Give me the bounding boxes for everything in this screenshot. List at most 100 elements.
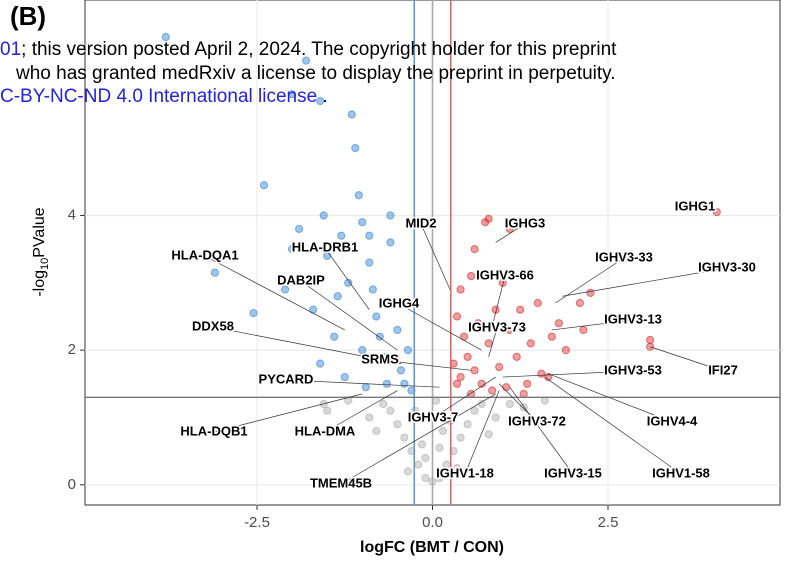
x-tick-label: 0.0 bbox=[422, 514, 443, 531]
point bbox=[533, 298, 542, 308]
point bbox=[463, 352, 472, 361]
point bbox=[323, 406, 332, 415]
gene-label: DAB2IP bbox=[277, 272, 325, 287]
point bbox=[316, 96, 325, 106]
point bbox=[351, 144, 360, 153]
leader-line bbox=[204, 255, 345, 331]
point bbox=[347, 110, 356, 119]
watermark-text: . bbox=[317, 86, 328, 107]
point bbox=[372, 312, 381, 321]
gene-label: MID2 bbox=[405, 215, 436, 230]
gene-label: IGHV3-66 bbox=[476, 267, 534, 282]
point bbox=[491, 413, 500, 422]
watermark-text: ; this version posted April 2, 2024. The… bbox=[21, 39, 617, 60]
point bbox=[421, 473, 430, 483]
point bbox=[505, 325, 514, 335]
point bbox=[358, 346, 367, 355]
leader-line bbox=[213, 393, 363, 433]
point bbox=[421, 453, 430, 462]
reference-lines bbox=[85, 0, 780, 505]
gene-label: IGHV3-7 bbox=[408, 409, 459, 424]
point bbox=[386, 238, 395, 247]
gene-label: TMEM45B bbox=[310, 475, 372, 490]
point bbox=[302, 56, 311, 65]
point bbox=[484, 430, 493, 439]
point bbox=[403, 467, 413, 476]
gene-label: IGHG3 bbox=[505, 215, 545, 230]
point bbox=[586, 288, 595, 297]
point bbox=[554, 319, 563, 328]
gene-label: SRMS bbox=[361, 351, 399, 366]
leader-line bbox=[432, 376, 496, 419]
point bbox=[537, 369, 546, 378]
point bbox=[481, 218, 490, 227]
gene-label: IGHV3-15 bbox=[544, 465, 602, 480]
point bbox=[484, 339, 493, 348]
point bbox=[396, 366, 406, 375]
point bbox=[280, 285, 290, 294]
gene-label: IGHV3-72 bbox=[508, 413, 566, 428]
point bbox=[287, 90, 297, 99]
point bbox=[386, 406, 395, 415]
gene-label: HLA-DQA1 bbox=[171, 247, 238, 262]
annotations: IGHG1 IGHG3 MID2 HLA-DQA1 HLA-DRB1 IGHV3-33 IG… bbox=[170, 197, 757, 492]
y-tick-label: 0 bbox=[68, 476, 76, 493]
point bbox=[414, 460, 423, 469]
point bbox=[505, 224, 514, 234]
leader-line bbox=[491, 275, 506, 327]
gene-label: IGHG4 bbox=[379, 295, 420, 310]
point bbox=[505, 399, 514, 409]
point bbox=[393, 325, 402, 335]
leader-line bbox=[300, 280, 398, 351]
point bbox=[646, 335, 655, 345]
point bbox=[526, 339, 535, 348]
gene-label: PYCARD bbox=[259, 371, 314, 386]
leader-line bbox=[324, 390, 398, 433]
x-tick-label: 2.5 bbox=[598, 514, 619, 531]
leader-line bbox=[464, 390, 500, 475]
point bbox=[438, 426, 448, 436]
leader-line bbox=[420, 223, 451, 290]
point bbox=[249, 309, 258, 318]
leader-line bbox=[212, 326, 401, 364]
leader-line bbox=[551, 319, 634, 331]
gene-label: IGHV3-30 bbox=[698, 259, 756, 274]
point bbox=[470, 245, 479, 254]
point bbox=[456, 285, 465, 294]
point bbox=[316, 359, 325, 368]
point bbox=[463, 420, 472, 429]
point bbox=[400, 379, 409, 388]
watermark-line: C-BY-NC-ND 4.0 International license . bbox=[0, 86, 328, 107]
point bbox=[354, 191, 363, 200]
gene-label: IGHV3-73 bbox=[468, 319, 526, 334]
point bbox=[435, 473, 444, 483]
point bbox=[474, 319, 483, 328]
leader-line bbox=[694, 206, 717, 213]
point bbox=[287, 245, 297, 254]
point bbox=[488, 386, 497, 395]
point bbox=[393, 420, 402, 429]
point bbox=[467, 271, 476, 281]
point bbox=[456, 433, 465, 442]
point bbox=[379, 399, 388, 409]
gene-label: IGHV1-18 bbox=[436, 465, 494, 480]
point bbox=[210, 268, 219, 277]
y-axis-label: -log10PValue bbox=[31, 207, 51, 296]
point bbox=[575, 298, 585, 308]
point bbox=[452, 312, 462, 321]
point bbox=[319, 211, 328, 220]
y-tick-label: 4 bbox=[68, 206, 76, 223]
point bbox=[358, 218, 367, 227]
point bbox=[330, 332, 339, 341]
leader-line bbox=[488, 327, 498, 357]
point bbox=[470, 366, 479, 375]
point bbox=[386, 211, 395, 220]
y-tick-label: 2 bbox=[68, 341, 76, 358]
point bbox=[361, 383, 370, 392]
point bbox=[477, 399, 486, 409]
point bbox=[512, 352, 521, 361]
point bbox=[161, 32, 170, 42]
leader-line bbox=[285, 379, 440, 388]
point bbox=[295, 224, 304, 234]
